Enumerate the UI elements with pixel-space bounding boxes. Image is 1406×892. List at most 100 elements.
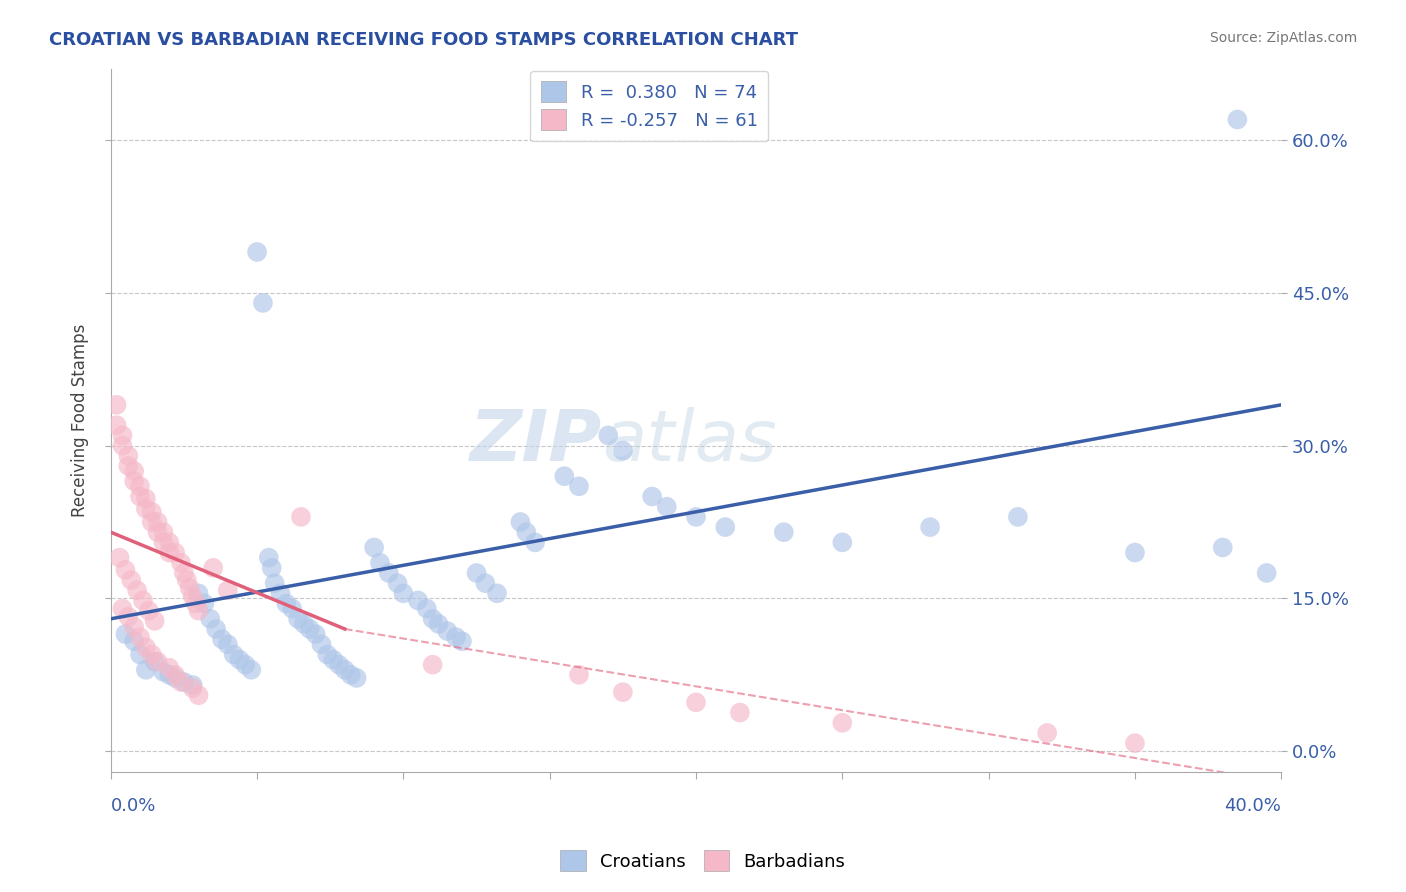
Point	[152, 535, 174, 549]
Point	[1212, 541, 1234, 555]
Point	[436, 624, 458, 638]
Point	[176, 573, 198, 587]
Point	[122, 464, 145, 478]
Point	[920, 520, 942, 534]
Point	[122, 620, 145, 634]
Point	[141, 515, 163, 529]
Point	[612, 685, 634, 699]
Point	[146, 515, 169, 529]
Point	[292, 616, 315, 631]
Point	[685, 695, 707, 709]
Point	[392, 586, 415, 600]
Point	[111, 439, 134, 453]
Point	[114, 627, 136, 641]
Point	[831, 715, 853, 730]
Point	[170, 675, 193, 690]
Point	[157, 545, 180, 559]
Point	[165, 671, 187, 685]
Point	[316, 648, 339, 662]
Point	[252, 296, 274, 310]
Point	[427, 616, 450, 631]
Point	[451, 634, 474, 648]
Point	[304, 627, 326, 641]
Point	[173, 675, 195, 690]
Point	[141, 648, 163, 662]
Point	[108, 550, 131, 565]
Point	[228, 652, 250, 666]
Point	[524, 535, 547, 549]
Point	[1007, 509, 1029, 524]
Point	[263, 576, 285, 591]
Point	[235, 657, 257, 672]
Legend: R =  0.380   N = 74, R = -0.257   N = 61: R = 0.380 N = 74, R = -0.257 N = 61	[530, 70, 769, 141]
Point	[728, 706, 751, 720]
Point	[187, 604, 209, 618]
Point	[328, 657, 350, 672]
Point	[129, 630, 152, 644]
Point	[1123, 736, 1146, 750]
Point	[368, 556, 391, 570]
Point	[143, 614, 166, 628]
Point	[339, 668, 361, 682]
Point	[187, 688, 209, 702]
Point	[181, 590, 204, 604]
Point	[135, 491, 157, 506]
Point	[157, 661, 180, 675]
Point	[1256, 566, 1278, 580]
Point	[346, 671, 368, 685]
Point	[465, 566, 488, 580]
Point	[146, 525, 169, 540]
Point	[105, 398, 128, 412]
Point	[105, 418, 128, 433]
Text: ZIP: ZIP	[470, 407, 602, 475]
Point	[322, 652, 344, 666]
Point	[184, 597, 207, 611]
Point	[114, 563, 136, 577]
Point	[772, 525, 794, 540]
Point	[641, 490, 664, 504]
Point	[152, 665, 174, 679]
Point	[127, 583, 149, 598]
Point	[257, 550, 280, 565]
Point	[269, 586, 291, 600]
Point	[486, 586, 509, 600]
Point	[422, 657, 444, 672]
Point	[141, 505, 163, 519]
Point	[132, 593, 155, 607]
Point	[122, 634, 145, 648]
Point	[598, 428, 620, 442]
Point	[474, 576, 496, 591]
Point	[240, 663, 263, 677]
Point	[165, 545, 187, 559]
Point	[157, 535, 180, 549]
Text: 0.0%: 0.0%	[111, 797, 156, 815]
Point	[568, 668, 591, 682]
Point	[553, 469, 575, 483]
Point	[120, 573, 142, 587]
Point	[205, 622, 228, 636]
Text: Source: ZipAtlas.com: Source: ZipAtlas.com	[1209, 31, 1357, 45]
Y-axis label: Receiving Food Stamps: Receiving Food Stamps	[72, 324, 89, 516]
Point	[181, 678, 204, 692]
Point	[165, 668, 187, 682]
Point	[568, 479, 591, 493]
Point	[111, 428, 134, 442]
Point	[378, 566, 401, 580]
Text: CROATIAN VS BARBADIAN RECEIVING FOOD STAMPS CORRELATION CHART: CROATIAN VS BARBADIAN RECEIVING FOOD STA…	[49, 31, 799, 49]
Point	[202, 561, 225, 575]
Point	[179, 581, 201, 595]
Point	[135, 501, 157, 516]
Point	[187, 586, 209, 600]
Point	[515, 525, 537, 540]
Point	[143, 655, 166, 669]
Point	[217, 583, 239, 598]
Point	[1036, 726, 1059, 740]
Point	[422, 612, 444, 626]
Text: atlas: atlas	[602, 407, 778, 475]
Point	[714, 520, 737, 534]
Point	[117, 449, 139, 463]
Point	[363, 541, 385, 555]
Text: 40.0%: 40.0%	[1225, 797, 1281, 815]
Point	[509, 515, 531, 529]
Point	[152, 525, 174, 540]
